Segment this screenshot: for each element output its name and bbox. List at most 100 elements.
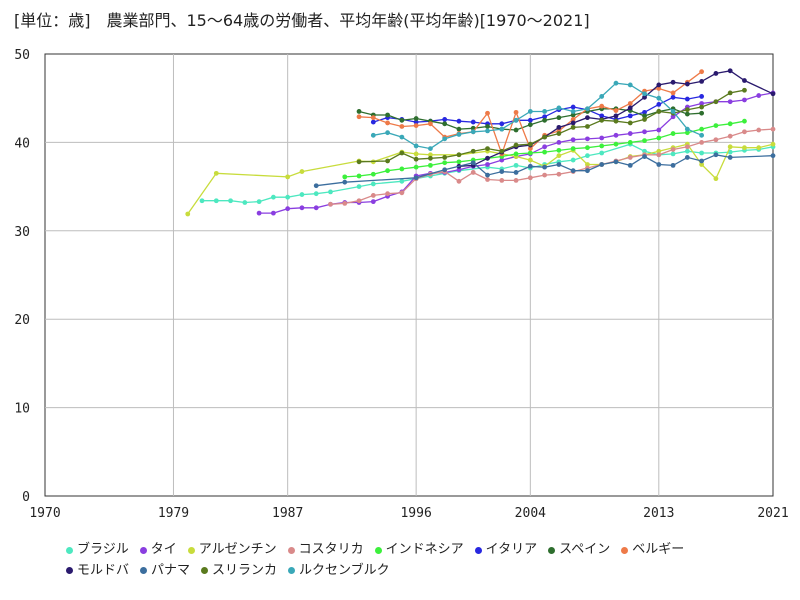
legend-swatch [374, 546, 382, 554]
data-point [499, 121, 505, 127]
legend: ブラジル タイ アルゼンチン コスタリカ インドネシア イタリア スペイン ベルギー モルドバ パ… [66, 540, 766, 581]
data-point [770, 91, 776, 97]
series-line [458, 70, 774, 167]
data-point [770, 126, 776, 132]
data-point [556, 131, 562, 136]
data-point [670, 94, 676, 100]
data-point [627, 113, 633, 119]
data-point [599, 162, 605, 167]
data-point [699, 126, 705, 132]
legend-item: アルゼンチン [187, 540, 277, 560]
data-point [499, 148, 505, 154]
x-tick-label: 1979 [158, 506, 189, 521]
data-point [699, 150, 705, 156]
legend-label: タイ [150, 542, 177, 557]
data-point [342, 174, 348, 180]
y-tick-label: 0 [22, 490, 30, 505]
data-point [684, 155, 690, 160]
data-point [570, 157, 576, 163]
y-tick-label: 20 [14, 313, 30, 328]
data-point [399, 166, 405, 172]
data-point [213, 170, 219, 176]
data-point [570, 104, 576, 110]
data-point [613, 80, 619, 86]
y-tick-label: 30 [14, 225, 30, 240]
data-point [385, 168, 390, 174]
x-tick-label: 1970 [29, 506, 60, 521]
series-パナマ [313, 152, 776, 189]
data-point [642, 94, 647, 100]
data-point [370, 119, 376, 125]
data-point [699, 94, 705, 99]
data-point [670, 79, 676, 85]
data-point [470, 170, 476, 175]
data-point [556, 105, 562, 111]
legend-item: スリランカ [201, 561, 277, 581]
data-point [727, 155, 733, 160]
data-point [399, 134, 405, 140]
data-point [385, 191, 390, 197]
data-point [613, 113, 619, 119]
data-point [727, 99, 733, 105]
legend-item: インドネシア [374, 540, 464, 560]
data-point [613, 108, 619, 113]
data-point [485, 146, 490, 151]
data-point [670, 131, 676, 136]
data-point [413, 164, 419, 170]
data-point [527, 122, 533, 128]
data-point [456, 178, 462, 184]
data-point [470, 148, 476, 154]
data-point [542, 144, 548, 150]
x-tick-label: 2021 [757, 506, 788, 521]
data-point [627, 140, 633, 145]
x-tick-label: 1987 [272, 506, 303, 521]
legend-item: ベルギー [621, 540, 684, 560]
data-point [370, 193, 376, 198]
data-point [613, 141, 619, 147]
data-point [570, 124, 576, 130]
data-point [699, 158, 705, 164]
data-point [556, 171, 562, 177]
data-point [513, 109, 519, 115]
data-point [742, 87, 747, 93]
data-point [527, 117, 533, 123]
data-point [285, 206, 291, 212]
data-point [456, 132, 462, 137]
data-point [485, 128, 490, 134]
legend-swatch [66, 567, 73, 574]
data-point [699, 162, 705, 167]
data-point [456, 118, 462, 124]
data-point [570, 109, 576, 114]
data-point [342, 200, 348, 206]
data-point [585, 115, 590, 121]
data-point [642, 148, 647, 154]
data-point [470, 160, 476, 166]
grid-layer [45, 54, 773, 496]
data-point [713, 176, 719, 182]
data-point [356, 109, 362, 114]
data-point [670, 114, 676, 120]
data-point [513, 178, 519, 183]
data-point [727, 68, 733, 74]
x-tick-label: 2004 [515, 506, 546, 521]
data-point [684, 130, 690, 136]
data-point [456, 126, 462, 132]
data-point [270, 194, 276, 200]
data-point [642, 117, 647, 122]
data-point [684, 81, 690, 87]
legend-item: スペイン [548, 540, 610, 560]
data-point [656, 86, 662, 91]
chart-title: [単位：歳] 農業部門、15～64歳の労働者、平均年齢(平均年齢)[1970～2… [14, 11, 590, 30]
data-point [313, 205, 319, 211]
data-point [742, 78, 747, 83]
data-point [670, 147, 676, 152]
data-point [385, 120, 390, 126]
x-tick-label: 2013 [643, 506, 674, 521]
data-point [442, 136, 448, 142]
data-point [242, 200, 248, 205]
legend-swatch [621, 546, 629, 554]
legend-swatch [474, 546, 482, 554]
data-point [570, 120, 576, 126]
y-tick-label: 50 [14, 48, 30, 63]
data-point [599, 103, 605, 109]
